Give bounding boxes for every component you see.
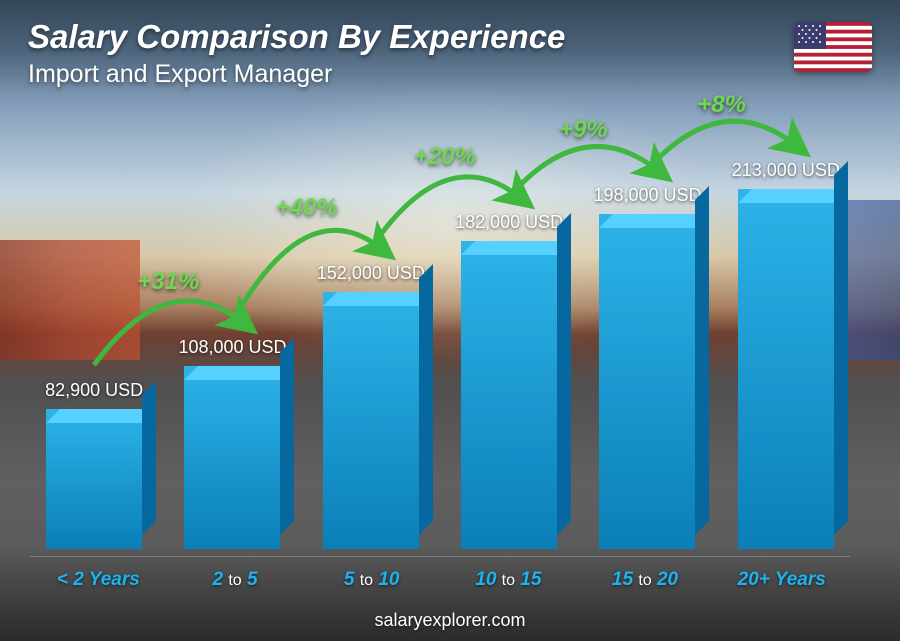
chart-title: Salary Comparison By Experience xyxy=(28,18,565,56)
chart-subtitle: Import and Export Manager xyxy=(28,60,332,89)
chart-container: Salary Comparison By Experience Import a… xyxy=(0,0,900,641)
bar-side-face xyxy=(557,213,571,535)
bar-3d xyxy=(599,214,695,549)
bar-group: 82,900 USD xyxy=(30,380,158,549)
bar-3d xyxy=(184,366,280,549)
bar-value-label: 152,000 USD xyxy=(317,263,425,284)
flag-icon xyxy=(794,22,872,72)
bar-side-face xyxy=(142,381,156,535)
bar-value-label: 198,000 USD xyxy=(593,185,701,206)
bar-top-face xyxy=(323,292,433,306)
bar-side-face xyxy=(695,186,709,535)
bar-side-face xyxy=(834,161,848,535)
bar-group: 198,000 USD xyxy=(583,185,711,549)
bar-value-label: 108,000 USD xyxy=(178,337,286,358)
footer-attribution: salaryexplorer.com xyxy=(0,610,900,631)
bar-side-face xyxy=(419,264,433,535)
xaxis-label: 2 to 5 xyxy=(167,569,304,591)
xaxis-label: 10 to 15 xyxy=(440,569,577,591)
xaxis-label: 5 to 10 xyxy=(303,569,440,591)
bar-top-face xyxy=(184,366,294,380)
bar-top-face xyxy=(461,241,571,255)
xaxis-label: 15 to 20 xyxy=(577,569,714,591)
bar-value-label: 213,000 USD xyxy=(732,160,840,181)
bar-front-face xyxy=(738,189,834,549)
xaxis: < 2 Years2 to 55 to 1010 to 1515 to 2020… xyxy=(30,556,850,591)
bar-group: 108,000 USD xyxy=(168,337,296,549)
xaxis-label: < 2 Years xyxy=(30,569,167,591)
bar-front-face xyxy=(46,409,142,549)
bar-front-face xyxy=(599,214,695,549)
bar-value-label: 82,900 USD xyxy=(45,380,143,401)
bars-area: 82,900 USD 108,000 USD 152,000 USD 182,0… xyxy=(30,109,850,549)
bar-group: 182,000 USD xyxy=(445,212,573,549)
bar-front-face xyxy=(184,366,280,549)
bar-top-face xyxy=(738,189,848,203)
bar-3d xyxy=(738,189,834,549)
xaxis-label: 20+ Years xyxy=(713,569,850,591)
bar-3d xyxy=(461,241,557,549)
us-flag-svg xyxy=(794,22,872,72)
bar-group: 213,000 USD xyxy=(722,160,850,549)
bar-top-face xyxy=(599,214,709,228)
bar-side-face xyxy=(280,338,294,535)
bar-front-face xyxy=(323,292,419,549)
bar-top-face xyxy=(46,409,156,423)
bar-3d xyxy=(46,409,142,549)
bar-3d xyxy=(323,292,419,549)
bar-front-face xyxy=(461,241,557,549)
bar-group: 152,000 USD xyxy=(307,263,435,549)
bar-value-label: 182,000 USD xyxy=(455,212,563,233)
